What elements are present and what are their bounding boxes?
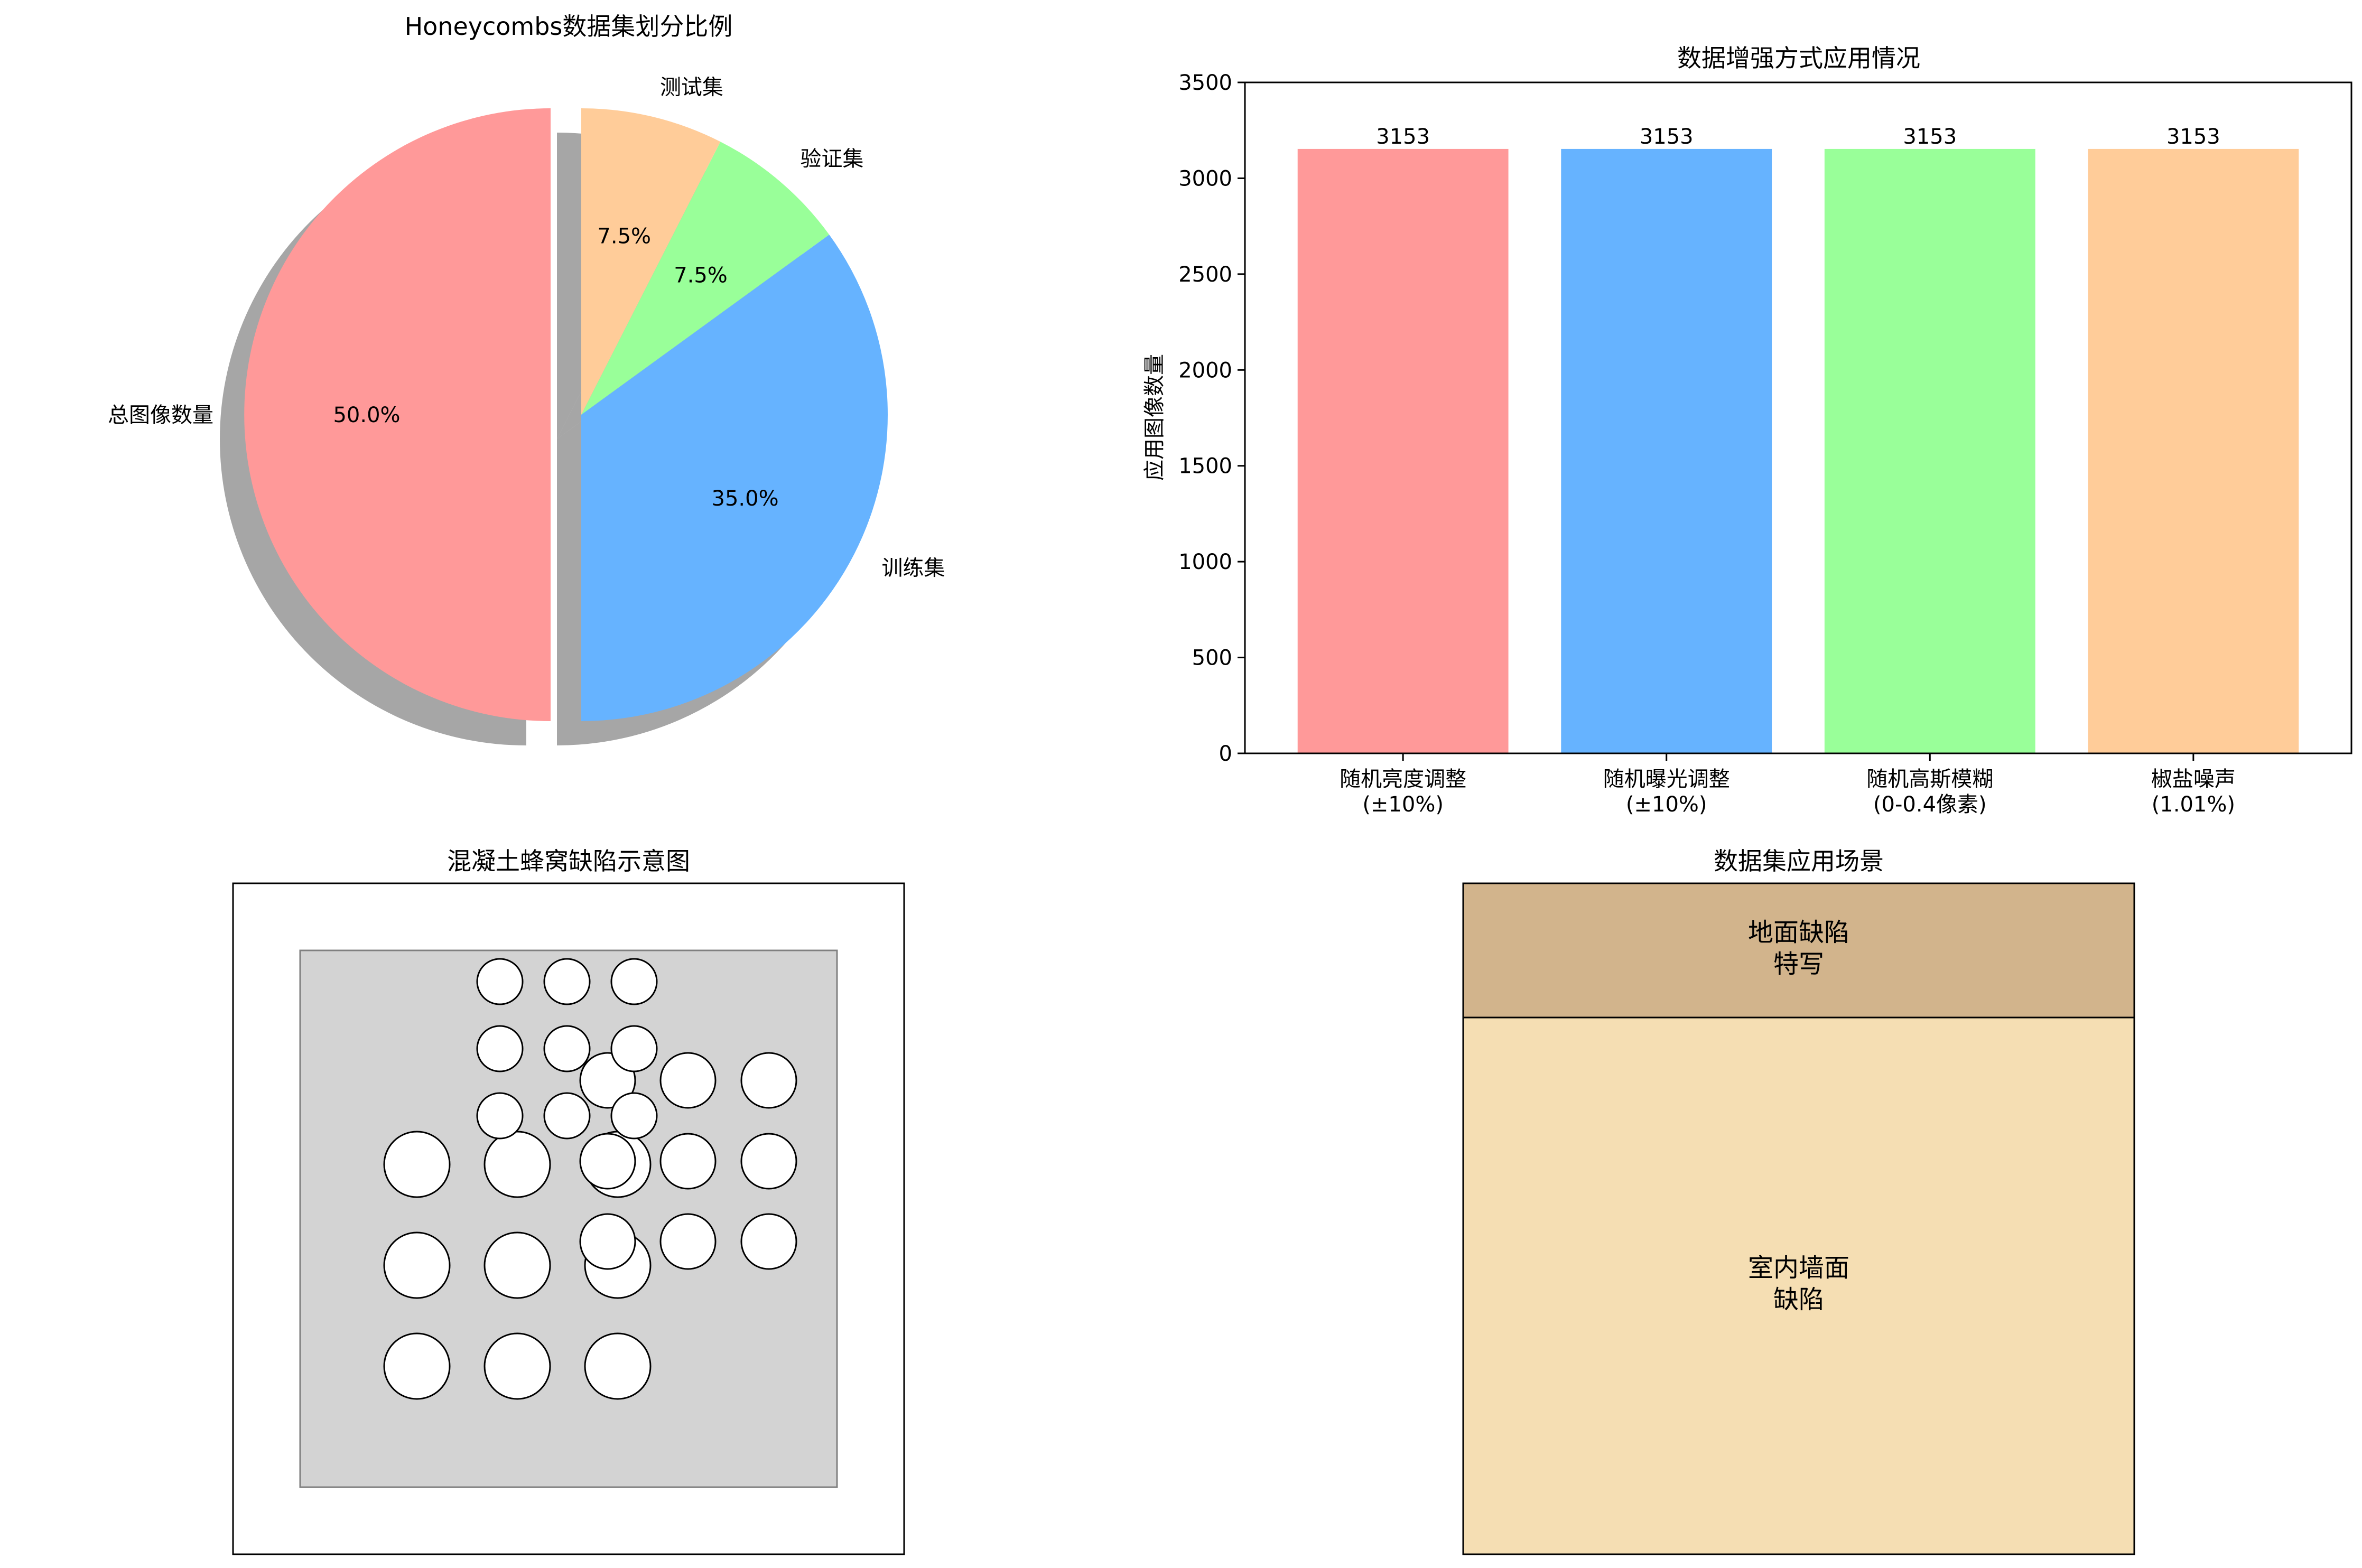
honeycomb-hole (584, 1332, 652, 1400)
scene-floor-defect-label: 地面缺陷特写 (1748, 918, 1849, 979)
y-axis-ticks: 0 500 1000 1500 2000 2500 3000 3500 (1178, 71, 1245, 766)
bar (2088, 148, 2299, 754)
x-tick-label: 随机曝光调整(±10%) (1603, 767, 1730, 817)
pie-slice (244, 108, 551, 721)
bar (1824, 148, 2035, 754)
honeycomb-hole (476, 1092, 524, 1140)
bars (1297, 148, 2299, 754)
honeycomb-hole (483, 1131, 551, 1198)
honeycomb-hole (483, 1231, 551, 1299)
honeycomb-hole (740, 1133, 797, 1190)
y-tick-label: 1000 (1178, 550, 1232, 574)
bar-value-label: 3153 (2166, 125, 2220, 149)
scene-floor-defect-region (1462, 882, 2135, 1019)
honeycomb-hole (740, 1213, 797, 1270)
scenes-diagram-title: 数据集应用场景 (1714, 847, 1884, 875)
honeycomb-hole (543, 1092, 591, 1140)
bar-chart-panel: 数据增强方式应用情况 应用图像数量 0 500 1000 1500 2000 2500 30… (1142, 44, 2352, 817)
honeycomb-holes (383, 958, 797, 1400)
pie-slice-label: 训练集 (881, 556, 945, 581)
bar-value-labels: 3153 3153 3153 3153 (1376, 125, 2220, 149)
bar-value-label: 3153 (1376, 125, 1430, 149)
honeycomb-hole (383, 1131, 451, 1198)
honeycomb-hole (659, 1052, 717, 1109)
honeycomb-hole (383, 1332, 451, 1400)
honeycomb-hole (610, 958, 658, 1005)
pie-chart-title: Honeycombs数据集划分比例 (405, 12, 733, 41)
honeycomb-hole (476, 958, 524, 1005)
scene-wall-defect-label: 室内墙面缺陷 (1748, 1253, 1849, 1314)
bar-value-label: 3153 (1903, 125, 1957, 149)
y-tick-label: 3000 (1178, 166, 1232, 191)
pie-slice (581, 142, 830, 415)
bar-chart-title: 数据增强方式应用情况 (1677, 44, 1920, 72)
honeycomb-hole (740, 1052, 797, 1109)
pie-slice-label: 测试集 (660, 76, 723, 100)
pie-slices (244, 108, 888, 721)
bar (1297, 148, 1509, 754)
honeycomb-hole (543, 958, 591, 1005)
y-tick-label: 2500 (1178, 263, 1232, 287)
pie-slice (581, 235, 888, 721)
x-tick-label: 椒盐噪声(1.01%) (2151, 767, 2236, 817)
pie-slice-label: 总图像数量 (108, 403, 213, 427)
y-tick-label: 2000 (1178, 358, 1232, 382)
honeycomb-hole (543, 1025, 591, 1072)
pie-slice-percent: 7.5% (597, 225, 651, 249)
pie-chart-panel: Honeycombs数据集划分比例 总图像数量 50.0% 训练集 35.0% 验证集 7… (108, 12, 945, 745)
pie-slice-percent: 35.0% (712, 487, 779, 511)
honeycomb-diagram-title: 混凝土蜂窝缺陷示意图 (447, 847, 690, 875)
honeycomb-hole (579, 1133, 636, 1190)
honeycomb-hole (383, 1231, 451, 1299)
pie-slice (581, 108, 721, 415)
honeycomb-hole (610, 1092, 658, 1140)
y-tick-label: 3500 (1178, 71, 1232, 95)
bar-chart-ylabel: 应用图像数量 (1142, 354, 1167, 481)
y-tick-label: 0 (1219, 742, 1232, 766)
pie-slice-percent: 50.0% (333, 403, 400, 427)
x-tick-label: 随机亮度调整(±10%) (1340, 767, 1466, 817)
honeycomb-diagram-panel: 混凝土蜂窝缺陷示意图 (232, 847, 905, 1555)
pie-slice-label: 验证集 (800, 147, 863, 171)
y-tick-label: 1500 (1178, 454, 1232, 479)
scene-wall-defect-region (1462, 1016, 2135, 1555)
honeycomb-hole (659, 1133, 717, 1190)
honeycomb-hole (659, 1213, 717, 1270)
y-tick-label: 500 (1192, 646, 1232, 670)
pie-labels: 总图像数量 50.0% 训练集 35.0% 验证集 7.5% 测试集 7.5% (108, 76, 945, 581)
x-tick-label: 随机高斯模糊(0-0.4像素) (1866, 767, 1993, 817)
x-axis-tick-labels: 随机亮度调整(±10%) 随机曝光调整(±10%) 随机高斯模糊(0-0.4像素) 椒… (1340, 753, 2236, 817)
pie-slice-percent: 7.5% (674, 263, 728, 287)
bar-plot-frame (1244, 81, 2352, 754)
bar (1561, 148, 1772, 754)
honeycomb-hole (610, 1025, 658, 1072)
honeycomb-hole (476, 1025, 524, 1072)
honeycomb-hole (579, 1213, 636, 1270)
bar-value-label: 3153 (1640, 125, 1694, 149)
honeycomb-hole (483, 1332, 551, 1400)
